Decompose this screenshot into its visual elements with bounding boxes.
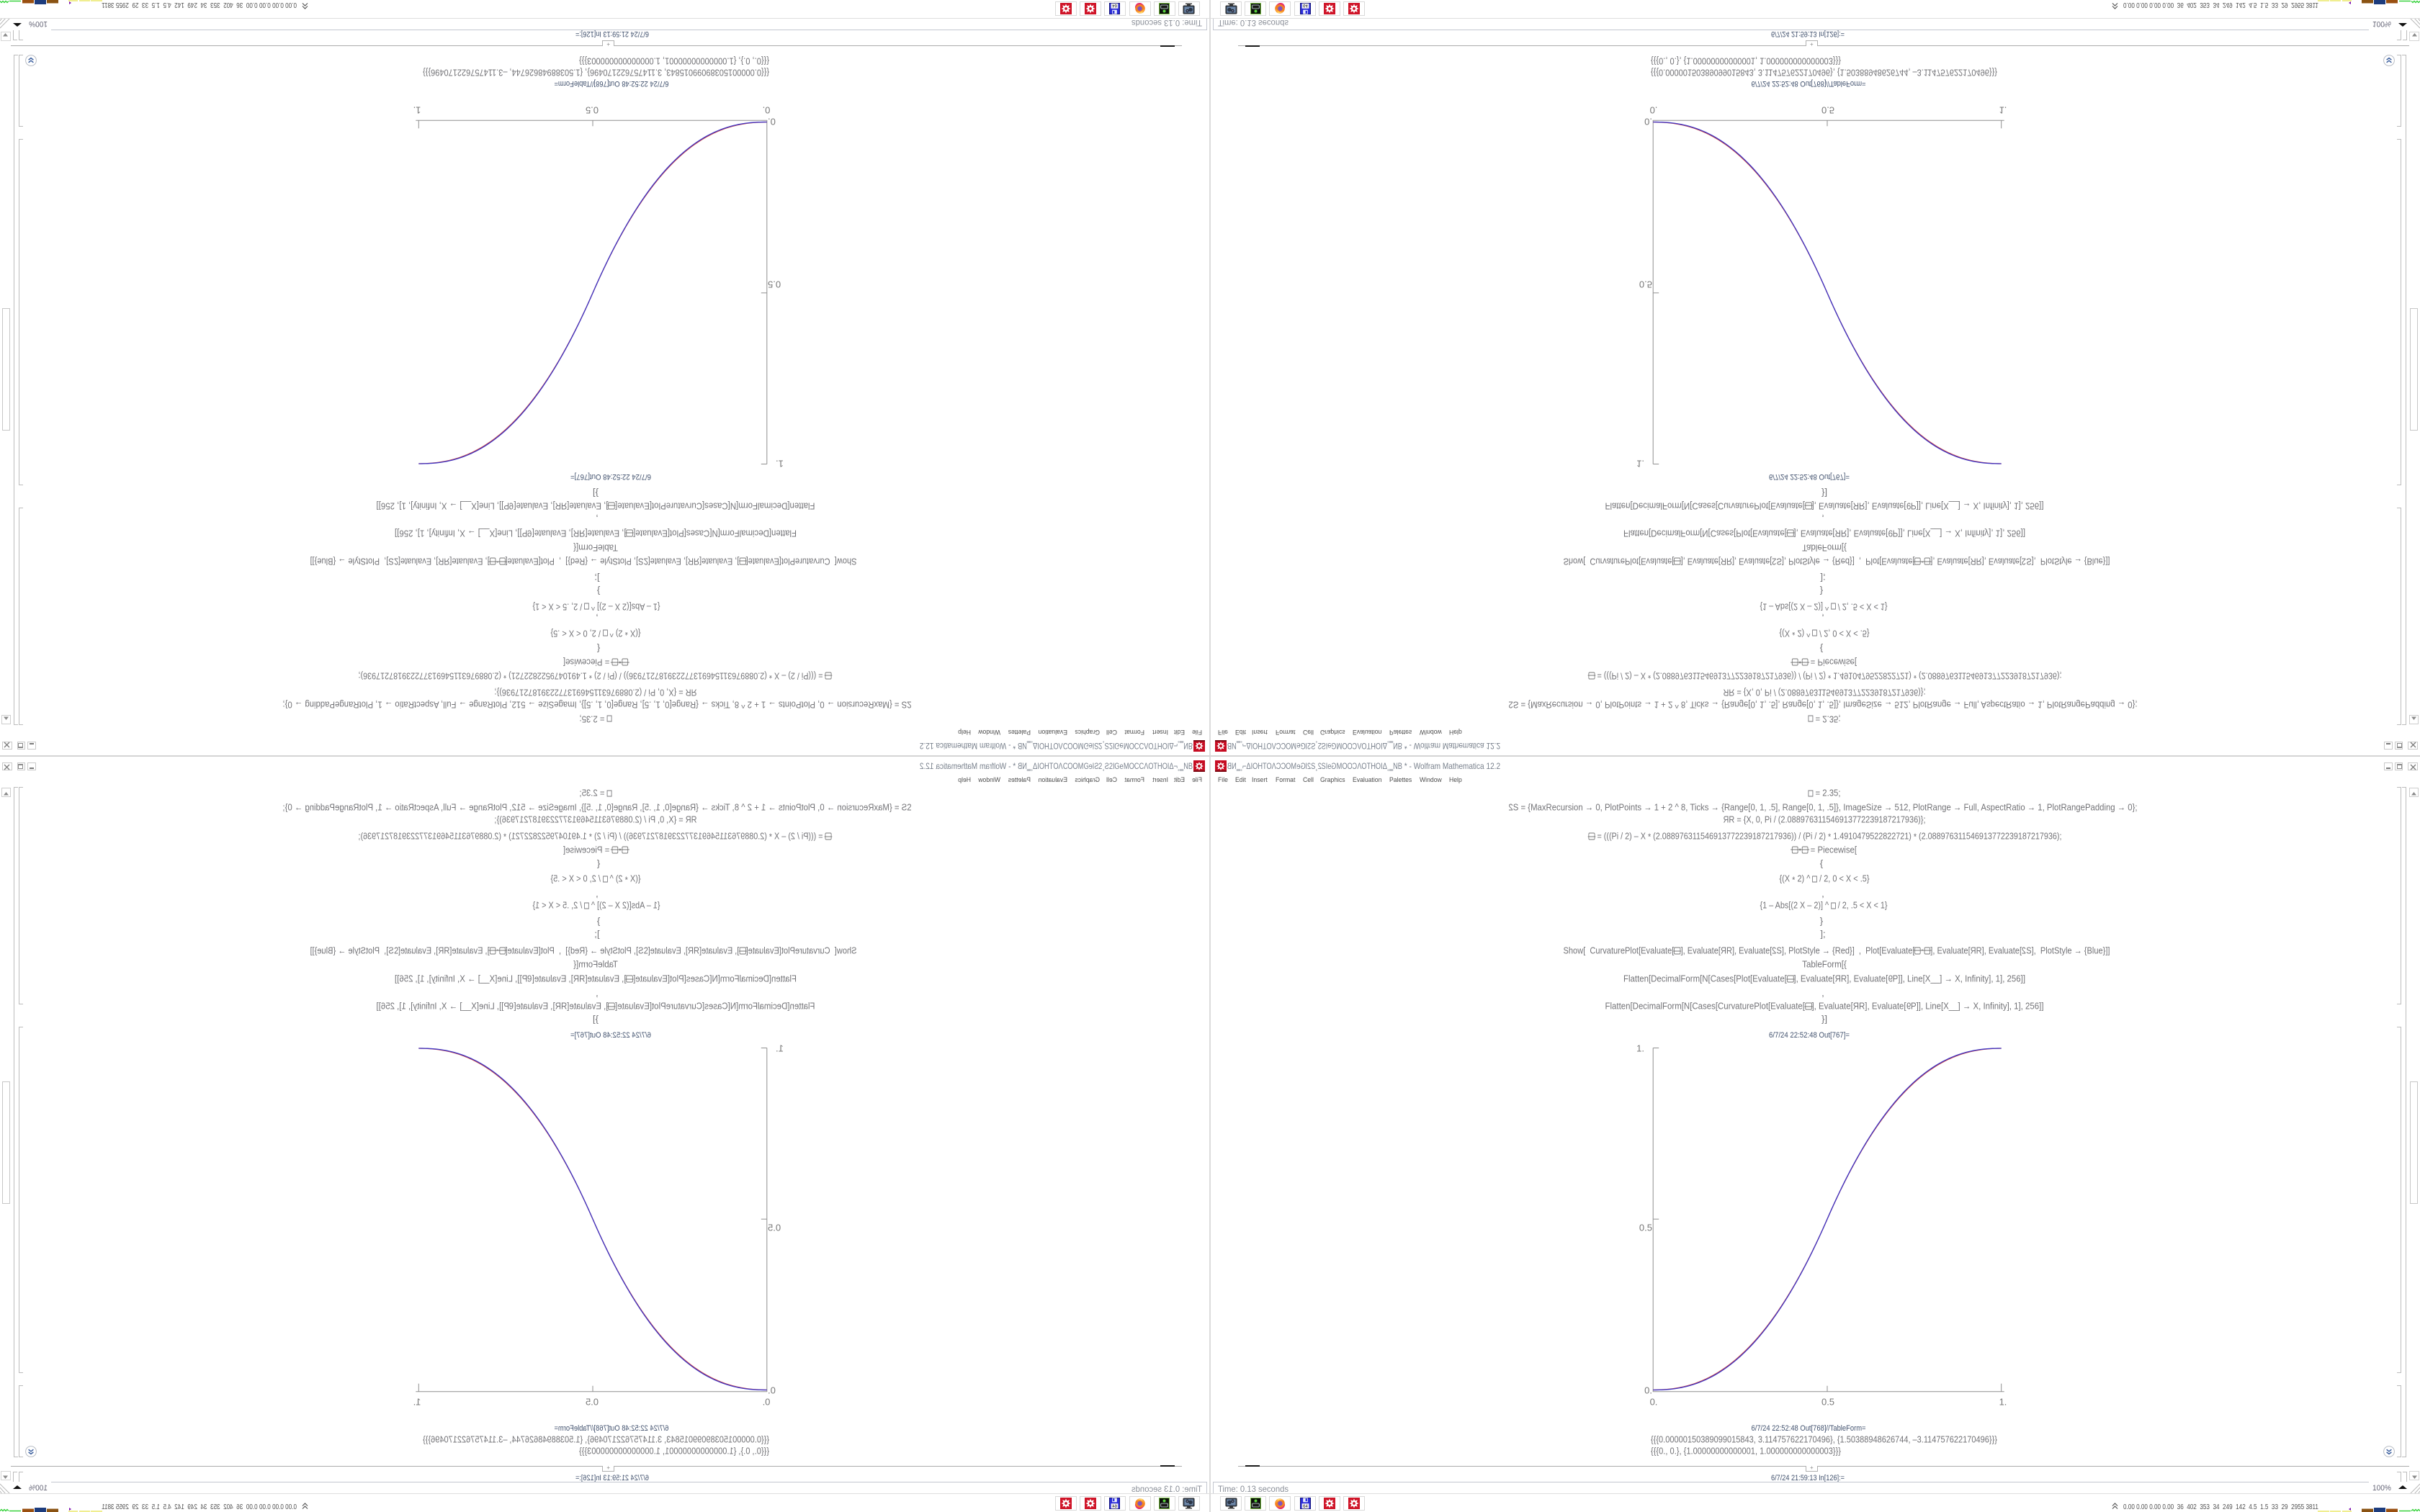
- svg-text:64: 64: [1303, 1505, 1308, 1509]
- svg-text:64: 64: [1112, 1505, 1117, 1509]
- svg-text:64: 64: [1303, 3, 1308, 7]
- svg-text:64: 64: [1112, 3, 1117, 7]
